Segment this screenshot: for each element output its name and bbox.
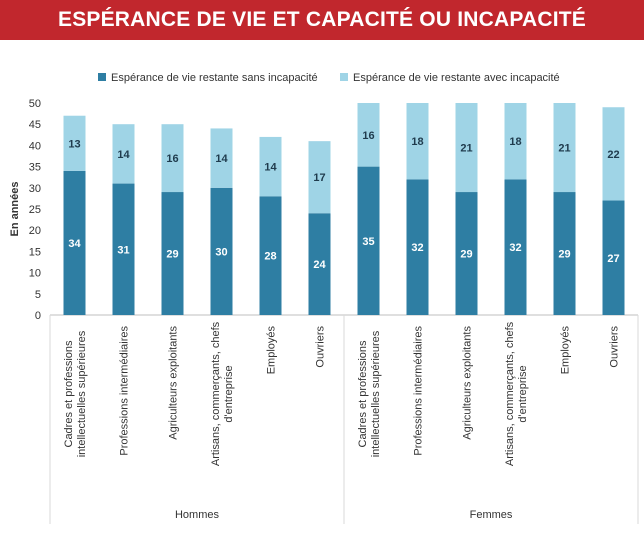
bar-sans-incapacite (553, 192, 576, 315)
stacked-bar-chart: Espérance de vie restante sans incapacit… (9, 72, 639, 524)
x-tick-label: Professions intermédiaires (413, 326, 425, 456)
data-label-sans-incapacite: 31 (117, 244, 129, 256)
data-label-avec-incapacite: 17 (313, 172, 325, 184)
y-tick-label: 0 (35, 310, 41, 322)
y-tick-label: 40 (29, 140, 41, 152)
x-tick-label: Professions intermédiaires (119, 326, 131, 456)
x-tick-label: Agriculteurs exploitants (462, 326, 474, 440)
x-tick-label-line: Cadres et professions (357, 340, 369, 447)
y-tick-label: 35 (29, 162, 41, 174)
bar-avec-incapacite (504, 103, 527, 180)
x-tick-label-line: Ouvriers (315, 326, 327, 368)
x-tick-label-line: Employés (266, 326, 278, 375)
y-tick-label: 25 (29, 204, 41, 216)
bar-avec-incapacite (406, 103, 429, 180)
y-tick-label: 20 (29, 225, 41, 237)
data-label-avec-incapacite: 21 (558, 143, 570, 155)
x-tick-label: Ouvriers (609, 326, 621, 368)
bar-avec-incapacite (112, 124, 135, 184)
x-tick-label-line: intellectuelles supérieures (370, 330, 382, 457)
data-label-sans-incapacite: 35 (362, 236, 374, 248)
data-label-sans-incapacite: 24 (313, 259, 326, 271)
bar-avec-incapacite (455, 103, 478, 193)
x-tick-label: Artisans, commerçants, chefs d'entreprise (504, 321, 529, 466)
bar-avec-incapacite (308, 141, 331, 214)
x-tick-label: Artisans, commerçants, chefs d'entreprise (210, 321, 235, 466)
bar-sans-incapacite (161, 192, 184, 315)
x-tick-label-line: Professions intermédiaires (119, 326, 131, 456)
legend-swatch-sans-incapacite (98, 73, 106, 81)
data-label-avec-incapacite: 14 (264, 162, 277, 174)
title-bar: ESPÉRANCE DE VIE ET CAPACITÉ OU INCAPACI… (0, 0, 644, 40)
x-tick-label-line: d'entreprise (517, 365, 529, 422)
x-tick-label-line: Artisans, commerçants, chefs (210, 321, 222, 466)
y-tick-label: 30 (29, 183, 41, 195)
y-tick-label: 5 (35, 289, 41, 301)
x-tick-label: Agriculteurs exploitants (168, 326, 180, 440)
data-label-sans-incapacite: 29 (166, 249, 178, 261)
y-tick-label: 50 (29, 98, 41, 110)
x-tick-label-line: Professions intermédiaires (413, 326, 425, 456)
bar-sans-incapacite (406, 179, 429, 315)
bar-avec-incapacite (210, 128, 233, 188)
data-label-avec-incapacite: 18 (509, 136, 521, 148)
legend-label-avec-incapacite: Espérance de vie restante avec incapacit… (353, 72, 560, 84)
bar-sans-incapacite (602, 200, 625, 315)
x-tick-label-line: Cadres et professions (63, 340, 75, 447)
data-label-sans-incapacite: 29 (558, 249, 570, 261)
bar-sans-incapacite (455, 192, 478, 315)
x-tick-label-line: Agriculteurs exploitants (462, 326, 474, 440)
data-label-sans-incapacite: 27 (607, 253, 619, 265)
bar-avec-incapacite (161, 124, 184, 193)
data-label-sans-incapacite: 34 (68, 238, 81, 250)
bar-sans-incapacite (308, 213, 331, 315)
y-tick-label: 45 (29, 119, 41, 131)
bar-avec-incapacite (259, 136, 282, 197)
y-tick-label: 15 (29, 246, 41, 258)
x-tick-label: Cadres et professions intellectuelles sup… (63, 330, 88, 457)
x-tick-label: Employés (266, 326, 278, 375)
bar-avec-incapacite (602, 107, 625, 201)
data-label-sans-incapacite: 29 (460, 249, 472, 261)
data-label-avec-incapacite: 16 (166, 153, 178, 165)
bar-sans-incapacite (210, 187, 233, 315)
x-tick-label: Cadres et professions intellectuelles sup… (357, 330, 382, 457)
chart-container: Espérance de vie restante sans incapacit… (0, 40, 644, 548)
data-label-avec-incapacite: 13 (68, 138, 80, 150)
data-label-avec-incapacite: 21 (460, 143, 472, 155)
x-tick-label: Employés (560, 326, 572, 375)
data-label-sans-incapacite: 32 (411, 242, 423, 254)
legend-label-sans-incapacite: Espérance de vie restante sans incapacit… (111, 72, 318, 84)
bar-avec-incapacite (357, 103, 380, 167)
bar-sans-incapacite (112, 183, 135, 315)
x-tick-label: Ouvriers (315, 326, 327, 368)
x-tick-label-line: d'entreprise (223, 365, 235, 422)
bar-sans-incapacite (504, 179, 527, 315)
group-label-femmes: Femmes (470, 509, 513, 521)
data-label-avec-incapacite: 14 (215, 153, 228, 165)
bar-sans-incapacite (63, 170, 86, 315)
data-label-avec-incapacite: 16 (362, 130, 374, 142)
page-title: ESPÉRANCE DE VIE ET CAPACITÉ OU INCAPACI… (57, 8, 587, 31)
y-axis-title: En années (9, 181, 21, 236)
bar-sans-incapacite (357, 166, 380, 315)
data-label-avec-incapacite: 14 (117, 149, 130, 161)
data-label-sans-incapacite: 32 (509, 242, 521, 254)
x-tick-label-line: Ouvriers (609, 326, 621, 368)
data-label-avec-incapacite: 18 (411, 136, 423, 148)
x-tick-label-line: Artisans, commerçants, chefs (504, 321, 516, 466)
bar-avec-incapacite (553, 103, 576, 193)
legend-swatch-avec-incapacite (340, 73, 348, 81)
x-tick-label-line: Agriculteurs exploitants (168, 326, 180, 440)
y-tick-label: 10 (29, 268, 41, 280)
data-label-avec-incapacite: 22 (607, 149, 619, 161)
bar-sans-incapacite (259, 196, 282, 315)
group-label-hommes: Hommes (175, 509, 220, 521)
data-label-sans-incapacite: 30 (215, 246, 227, 258)
x-tick-label-line: Employés (560, 326, 572, 375)
bar-avec-incapacite (63, 115, 86, 171)
data-label-sans-incapacite: 28 (264, 251, 276, 263)
x-tick-label-line: intellectuelles supérieures (76, 330, 88, 457)
